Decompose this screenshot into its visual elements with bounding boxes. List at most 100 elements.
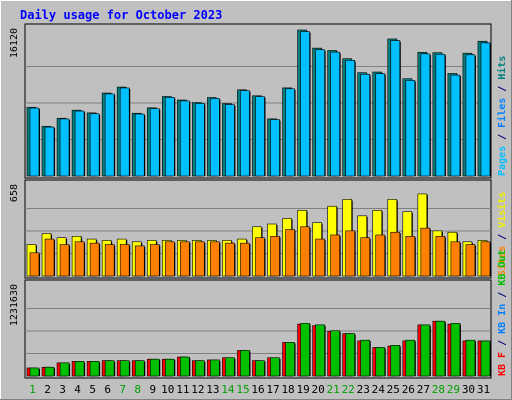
bar-kbytes-kb-out-31: [480, 340, 491, 377]
bar-kbytes-kb-out-25: [390, 345, 401, 377]
bar-visits-sites-1: [29, 252, 40, 277]
legend-part-hits-3: /: [497, 80, 508, 98]
bar-kbytes-kb-out-18: [285, 342, 295, 377]
bar-visits-sites-18: [285, 229, 295, 277]
x-tick-label-22: 22: [342, 383, 355, 396]
bar-visits-sites-24: [375, 234, 386, 277]
bar-shadow-hits-1-13: [219, 99, 221, 176]
bar-hits-files-20: [315, 49, 325, 177]
bar-visits-sites-27: [420, 227, 431, 277]
x-tick-label-23: 23: [357, 383, 370, 396]
bar-shadow-kbytes-1-29: [459, 324, 461, 376]
bar-hits-files-7: [119, 87, 130, 177]
bar-visits-sites-15: [240, 242, 250, 277]
panel-visits: 658 Sites / Visits: [9, 179, 508, 279]
bar-hits-files-8: [134, 113, 145, 177]
x-tick-label-15: 15: [236, 383, 249, 396]
bar-kbytes-kb-out-21: [330, 330, 340, 377]
bar-shadow-visits-1-22: [354, 231, 356, 276]
bar-shadow-kbytes-1-18: [294, 343, 296, 376]
bar-shadow-kbytes-1-23: [369, 341, 371, 376]
bar-shadow-kbytes-1-31: [489, 341, 491, 376]
bar-hits-files-28: [435, 53, 446, 177]
bar-hits-files-2: [44, 126, 55, 177]
bar-shadow-visits-1-12: [204, 242, 206, 276]
bar-visits-sites-16: [255, 237, 265, 277]
bar-hits-files-21: [330, 51, 340, 177]
bar-hits-files-22: [345, 60, 355, 177]
bar-kbytes-kb-out-4: [74, 361, 85, 377]
legend-part-kbytes-3: /: [497, 286, 508, 304]
bar-shadow-hits-1-24: [384, 74, 386, 176]
bar-shadow-visits-1-18: [294, 230, 296, 276]
y-max-label-kbytes: 1231630: [9, 284, 20, 326]
bar-shadow-visits-1-2: [54, 240, 56, 276]
bar-visits-sites-30: [465, 244, 476, 277]
bar-visits-sites-25: [390, 231, 401, 277]
bar-kbytes-kb-out-13: [210, 359, 220, 377]
bar-shadow-hits-1-14: [234, 105, 236, 176]
bar-hits-files-13: [210, 98, 220, 177]
bar-visits-sites-4: [74, 241, 85, 277]
x-tick-label-28: 28: [432, 383, 445, 396]
bar-shadow-visits-1-9: [159, 245, 161, 276]
bar-hits-files-30: [465, 54, 476, 177]
bar-shadow-kbytes-1-24: [384, 348, 386, 376]
y-max-label-visits: 658: [9, 184, 20, 202]
legend-label-visits: Sites / Visits: [496, 192, 508, 276]
bar-hits-files-25: [390, 40, 401, 177]
x-tick-label-7: 7: [119, 383, 126, 396]
x-tick-label-2: 2: [44, 383, 51, 396]
x-tick-label-11: 11: [176, 383, 189, 396]
legend-part-kbytes-2: KB In: [497, 304, 508, 334]
panel-kbytes: 1231630 KB F / KB In / KB Out: [9, 250, 508, 379]
bar-kbytes-kb-out-17: [270, 357, 280, 377]
bar-shadow-kbytes-1-13: [219, 360, 221, 376]
bar-shadow-visits-1-23: [369, 238, 371, 276]
x-tick-label-9: 9: [149, 383, 156, 396]
bar-shadow-visits-1-10: [174, 242, 176, 276]
bar-shadow-hits-1-5: [99, 114, 101, 176]
bar-kbytes-kb-out-7: [119, 360, 130, 377]
bar-visits-sites-2: [44, 238, 55, 277]
bar-kbytes-kb-out-5: [89, 361, 100, 377]
bar-kbytes-kb-out-1: [29, 367, 40, 377]
bar-shadow-kbytes-1-11: [189, 358, 191, 376]
bar-kbytes-kb-out-23: [360, 339, 371, 377]
bar-shadow-kbytes-1-19: [309, 324, 311, 376]
legend-part-visits-0: Sites: [496, 246, 508, 276]
bar-hits-files-31: [480, 42, 491, 177]
bar-shadow-hits-1-19: [309, 32, 311, 176]
bar-hits-files-6: [104, 93, 115, 177]
bar-shadow-visits-1-14: [234, 244, 236, 276]
x-tick-label-12: 12: [191, 383, 204, 396]
bar-kbytes-kb-out-22: [345, 333, 355, 377]
bar-shadow-hits-1-18: [294, 89, 296, 176]
bar-shadow-hits-1-11: [189, 101, 191, 176]
bar-shadow-hits-1-3: [69, 119, 71, 176]
bar-shadow-hits-1-26: [414, 81, 416, 176]
bar-hits-files-17: [270, 119, 280, 177]
bar-kbytes-kb-out-15: [240, 350, 250, 377]
x-tick-label-10: 10: [161, 383, 174, 396]
bar-shadow-hits-1-2: [54, 128, 56, 176]
bar-kbytes-kb-out-8: [134, 360, 145, 377]
bar-kbytes-kb-out-16: [255, 360, 265, 377]
bar-kbytes-kb-out-27: [420, 324, 431, 377]
bar-shadow-kbytes-1-4: [84, 362, 86, 376]
bar-shadow-kbytes-1-30: [474, 341, 476, 376]
x-tick-label-26: 26: [402, 383, 415, 396]
bar-shadow-visits-1-19: [309, 227, 311, 276]
bar-kbytes-kb-out-30: [465, 339, 476, 377]
legend-part-hits-2: Files: [496, 98, 508, 128]
bar-kbytes-kb-out-19: [300, 323, 310, 377]
bar-shadow-hits-1-17: [279, 120, 281, 176]
bar-kbytes-kb-out-12: [195, 360, 205, 377]
legend-label-kbytes: KB F / KB In / KB Out: [497, 250, 508, 376]
x-tick-label-14: 14: [221, 383, 235, 396]
x-tick-label-18: 18: [281, 383, 294, 396]
bar-hits-files-29: [450, 74, 461, 177]
bar-shadow-kbytes-1-9: [159, 360, 161, 376]
legend-part-kbytes-4: KB Out: [497, 250, 508, 286]
bar-shadow-visits-1-16: [264, 238, 266, 276]
